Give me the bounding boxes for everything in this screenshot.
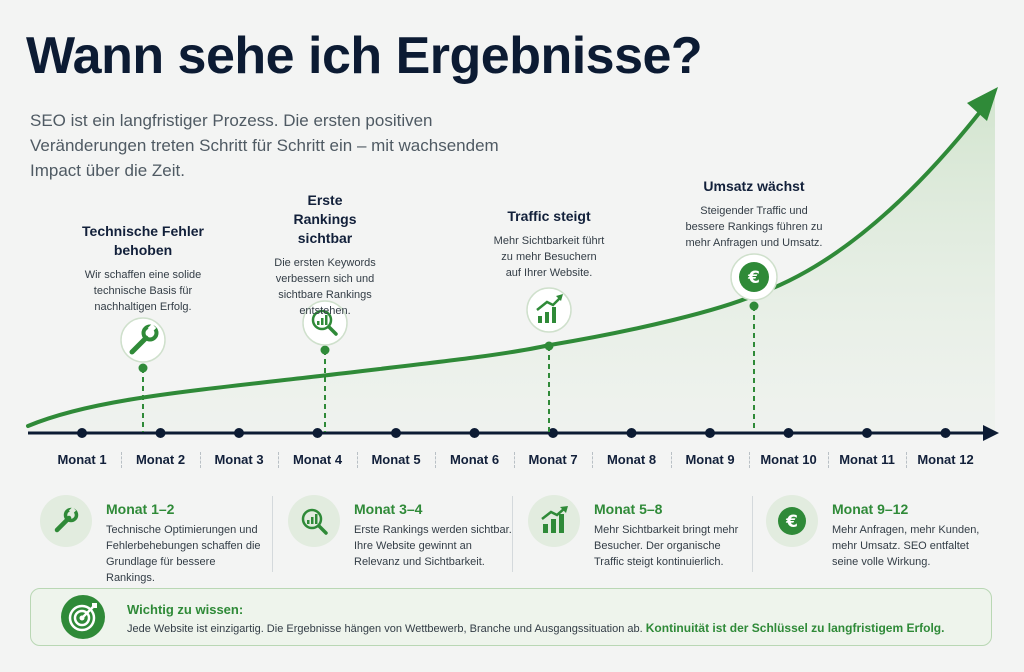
info-box-highlight: Kontinuität ist der Schlüssel zu langfri… <box>645 621 945 635</box>
wrench-icon <box>120 317 166 363</box>
month-label: Monat 9 <box>685 452 735 467</box>
milestone-traffic: Traffic steigt Mehr Sichtbarkeit führt z… <box>474 207 624 281</box>
timeline-tick <box>783 428 794 438</box>
phase-card-1: Monat 1–2 Technische Optimierungen und F… <box>40 495 266 584</box>
phase-title: Monat 9–12 <box>832 501 909 517</box>
month-separator <box>670 452 673 468</box>
month-separator <box>356 452 359 468</box>
month-label: Monat 8 <box>606 452 657 467</box>
svg-text:€: € <box>785 512 798 532</box>
month-label: Monat 1 <box>57 452 107 467</box>
timeline-tick <box>469 428 480 438</box>
wrench-icon <box>40 495 92 547</box>
milestone-revenue: Umsatz wächst Steigender Traffic und bes… <box>679 177 829 251</box>
timeline-tick <box>155 428 166 438</box>
month-label: Monat 2 <box>135 452 186 467</box>
phase-card-4: € Monat 9–12 Mehr Anfragen, mehr Kunden,… <box>766 495 992 575</box>
month-separator <box>749 452 751 468</box>
page-title: Wann sehe ich Ergebnisse? <box>26 27 703 85</box>
milestone-text: Die ersten Keywords verbessern sich und … <box>274 257 376 317</box>
euro-icon: € <box>766 495 818 547</box>
phase-card-2: Monat 3–4 Erste Rankings werden sichtbar… <box>288 495 514 575</box>
timeline-tick <box>705 428 715 438</box>
growth-area <box>28 95 995 433</box>
info-box-text: Jede Website ist einzigartig. Die Ergebn… <box>127 621 945 635</box>
phase-text: Mehr Sichtbarkeit bringt mehr Besucher. … <box>594 524 739 568</box>
month-label: Monat 10 <box>760 452 817 467</box>
info-box-title: Wichtig zu wissen: <box>127 602 244 617</box>
timeline-tick <box>862 428 872 438</box>
timeline-tick <box>548 428 558 438</box>
magnifier-chart-icon <box>288 495 340 547</box>
phase-title: Monat 1–2 <box>106 501 175 517</box>
bar-chart-up-icon <box>526 287 572 333</box>
timeline-arrowhead <box>983 425 999 441</box>
phase-text: Mehr Anfragen, mehr Kunden, mehr Umsatz.… <box>832 524 980 568</box>
page-subtitle: SEO ist ein langfristiger Prozess. Die e… <box>30 111 499 180</box>
month-label: Monat 6 <box>449 452 500 467</box>
target-icon <box>61 595 105 639</box>
phase-title: Monat 5–8 <box>594 501 663 517</box>
milestone-technical: Technische Fehler behoben Wir schaffen e… <box>68 222 218 315</box>
timeline-tick <box>626 428 637 438</box>
phase-text: Technische Optimierungen und Fehlerbeheb… <box>106 524 261 584</box>
month-label: Monat 12 <box>917 452 974 467</box>
timeline-tick <box>391 428 401 438</box>
month-separator <box>906 452 908 468</box>
euro-icon: € <box>730 253 778 301</box>
month-label: Monat 7 <box>528 452 578 467</box>
bar-chart-up-icon <box>528 495 580 547</box>
month-separator <box>827 452 830 468</box>
milestone-text: Mehr Sichtbarkeit führt zu mehr Besucher… <box>493 235 605 279</box>
month-label: Monat 5 <box>371 452 421 467</box>
month-separator <box>435 452 437 468</box>
phase-text: Erste Rankings werden sichtbar. Ihre Web… <box>354 524 512 568</box>
milestone-title: Technische Fehler behoben <box>82 223 204 258</box>
month-separator <box>121 452 123 468</box>
phase-card-3: Monat 5–8 Mehr Sichtbarkeit bringt mehr … <box>528 495 754 575</box>
info-box: Wichtig zu wissen: Jede Website ist einz… <box>30 588 992 646</box>
timeline-tick <box>940 428 951 438</box>
timeline-tick <box>77 428 87 438</box>
timeline-tick <box>234 428 244 438</box>
milestone-title: Traffic steigt <box>507 208 591 224</box>
milestone-text: Wir schaffen eine solide technische Basi… <box>84 269 202 313</box>
timeline-tick <box>312 428 323 438</box>
milestone-title: Umsatz wächst <box>703 178 805 194</box>
month-separator <box>592 452 594 468</box>
milestone-rankings: Erste Rankings sichtbar Die ersten Keywo… <box>250 191 400 319</box>
month-separator <box>513 452 516 468</box>
month-separator <box>199 452 202 468</box>
milestone-text: Steigender Traffic und bessere Rankings … <box>685 205 823 249</box>
milestone-title: Erste Rankings sichtbar <box>293 192 357 246</box>
month-label: Monat 11 <box>839 452 895 467</box>
magnifier-chart-icon <box>302 300 348 346</box>
growth-arrowhead <box>967 87 998 121</box>
month-label: Monat 3 <box>214 452 264 467</box>
phase-title: Monat 3–4 <box>354 501 423 517</box>
month-label: Monat 4 <box>292 452 343 467</box>
svg-text:€: € <box>747 268 760 288</box>
month-separator <box>278 452 280 468</box>
